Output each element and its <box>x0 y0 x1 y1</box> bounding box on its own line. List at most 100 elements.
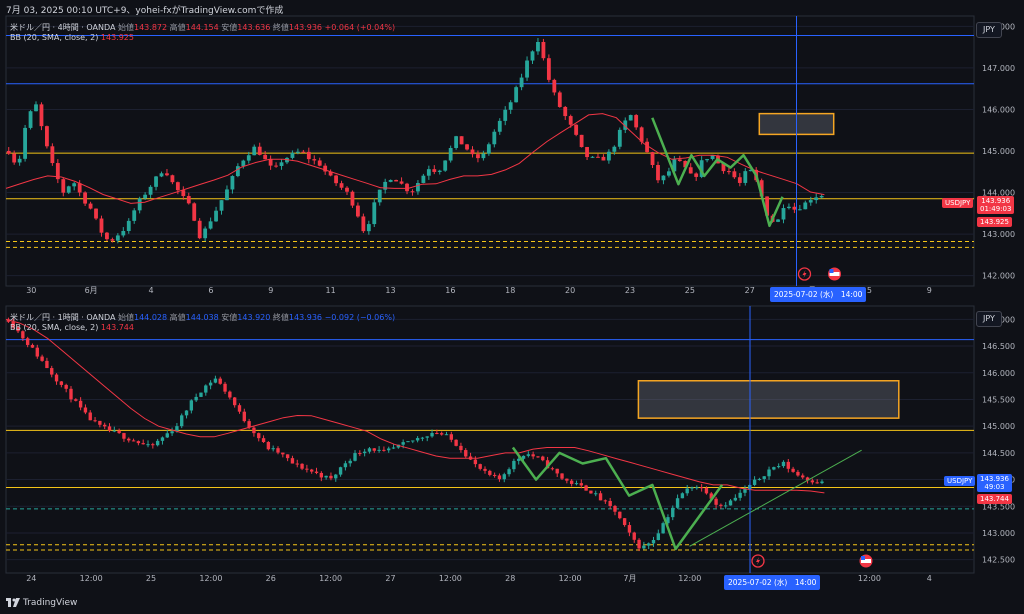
top-x-tick-label: 6月 <box>85 286 98 295</box>
top-candle <box>819 196 824 198</box>
top-x-tick-label: 9 <box>268 286 273 295</box>
top-candle <box>579 134 584 148</box>
bottom-x-tick-label: 7月 <box>623 574 636 583</box>
bottom-candle <box>497 475 502 480</box>
top-candle <box>645 141 649 153</box>
top-candle <box>356 205 360 217</box>
bottom-candle <box>776 466 781 468</box>
top-y-tick-label: 145.000 <box>982 147 1015 156</box>
bottom-candle <box>762 476 766 479</box>
bottom-bb-legend[interactable]: BB (20, SMA, close, 2) 143.744 <box>10 323 134 332</box>
bottom-ohlc-legend: 米ドル／円 · 1時間 · OANDA 始値144.028 高値144.038 … <box>10 312 395 323</box>
bottom-candle <box>699 487 704 489</box>
bottom-x-tick-label: 28 <box>505 574 515 583</box>
top-x-tick-label: 23 <box>625 286 635 295</box>
top-candle <box>514 87 519 103</box>
top-close-label: 終値 <box>272 23 289 32</box>
top-candle <box>781 208 786 220</box>
bottom-close: 143.936 <box>288 313 323 322</box>
top-candle <box>388 179 393 182</box>
top-candle <box>672 159 677 172</box>
top-candle <box>612 146 617 152</box>
top-candle <box>263 154 268 160</box>
bottom-x-tick-label: 12:00 <box>559 574 582 583</box>
top-x-tick-label: 6 <box>208 286 213 295</box>
bottom-target-zone <box>637 380 900 419</box>
bottom-candle <box>637 539 641 549</box>
top-candle <box>574 124 579 135</box>
bottom-candle <box>545 460 550 469</box>
top-symbol-tag: USDJPY <box>942 198 974 208</box>
top-bb-legend[interactable]: BB (20, SMA, close, 2) 143.925 <box>10 33 134 42</box>
top-candle <box>334 175 338 184</box>
bottom-chart[interactable]: 147.000146.500146.000145.500145.000144.5… <box>5 305 1015 583</box>
top-candle <box>126 220 131 232</box>
bottom-candle <box>459 445 463 451</box>
bottom-candle <box>502 474 506 480</box>
top-candle <box>12 153 17 163</box>
top-x-tick-label: 25 <box>685 286 695 295</box>
bottom-y-tick-label: 146.500 <box>982 342 1015 351</box>
bottom-y-tick-label: 144.500 <box>982 449 1015 458</box>
top-chart[interactable]: 148.000147.000146.000145.000144.000143.0… <box>5 15 1015 295</box>
top-candle <box>765 196 770 216</box>
bottom-candle <box>11 321 15 328</box>
bottom-low-label: 安値 <box>221 313 238 322</box>
top-bb-label: BB (20, SMA, close, 2) <box>10 33 99 42</box>
bottom-candle <box>757 478 762 480</box>
bottom-candle <box>435 432 439 434</box>
bottom-candle <box>439 433 444 435</box>
bottom-candle <box>642 545 646 549</box>
top-candle <box>72 183 77 187</box>
top-candle <box>541 41 546 59</box>
top-candle <box>99 218 104 233</box>
bottom-candle <box>791 468 795 472</box>
bottom-flag-stripe-icon <box>861 559 871 563</box>
bottom-candle <box>285 454 290 459</box>
bottom-candle <box>247 421 251 428</box>
bottom-candle <box>632 532 636 540</box>
top-x-tick-label: 13 <box>385 286 395 295</box>
top-x-tick-label: 30 <box>26 286 36 295</box>
bottom-candle <box>78 400 83 408</box>
top-x-tick-label: 16 <box>445 286 455 295</box>
top-candle <box>617 129 622 147</box>
bottom-candle <box>180 415 184 427</box>
top-candle <box>634 115 639 128</box>
top-candle <box>39 104 44 127</box>
bottom-candle <box>300 463 304 469</box>
bottom-candle <box>492 474 497 476</box>
bottom-candle <box>271 448 275 450</box>
top-candle <box>525 60 529 78</box>
top-candle <box>225 189 229 201</box>
top-y-tick-label: 147.000 <box>982 64 1015 73</box>
bottom-candle <box>362 451 367 454</box>
bottom-candle <box>165 433 169 438</box>
top-candle <box>28 111 33 128</box>
top-candle <box>497 120 502 132</box>
bottom-candle <box>425 436 429 438</box>
bottom-candle <box>415 438 420 441</box>
bottom-candle <box>430 432 434 437</box>
top-candle <box>410 191 415 193</box>
top-candle <box>416 183 420 192</box>
bottom-candle <box>54 374 59 382</box>
top-x-tick-label: 27 <box>745 286 755 295</box>
top-currency-button[interactable]: JPY <box>976 22 1002 38</box>
bottom-candle <box>464 450 468 457</box>
top-candle <box>312 159 317 161</box>
bottom-candle <box>594 493 598 495</box>
bottom-x-tick-label: 25 <box>146 574 156 583</box>
top-candle <box>290 152 295 158</box>
top-candle <box>175 182 180 191</box>
bottom-currency-button[interactable]: JPY <box>976 311 1002 327</box>
top-candle <box>45 126 49 147</box>
top-candle <box>377 189 382 203</box>
top-close: 143.936 <box>288 23 323 32</box>
top-candle <box>443 160 448 171</box>
bottom-y-tick-label: 146.000 <box>982 369 1015 378</box>
bottom-candle <box>521 455 526 459</box>
bottom-candle <box>127 438 131 441</box>
bottom-candle <box>661 523 665 534</box>
